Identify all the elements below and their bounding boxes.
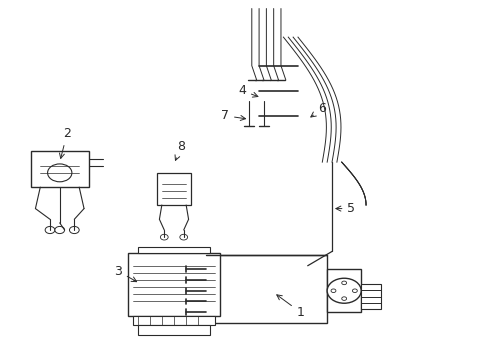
Bar: [205, 255, 326, 323]
Text: 8: 8: [175, 140, 185, 160]
Circle shape: [45, 226, 55, 234]
Bar: [326, 269, 361, 312]
Circle shape: [341, 281, 346, 285]
Circle shape: [330, 289, 335, 293]
Circle shape: [352, 289, 357, 293]
Text: 7: 7: [221, 109, 245, 122]
Text: 1: 1: [276, 295, 304, 319]
Circle shape: [69, 226, 79, 234]
Circle shape: [55, 226, 64, 234]
Text: 5: 5: [335, 202, 355, 215]
Bar: [137, 325, 210, 336]
Text: 3: 3: [114, 265, 136, 282]
Bar: [127, 253, 220, 316]
Text: 2: 2: [60, 127, 71, 158]
Text: 6: 6: [310, 102, 325, 117]
Bar: [137, 247, 210, 253]
Circle shape: [180, 234, 187, 240]
Text: 4: 4: [238, 84, 257, 97]
Circle shape: [341, 297, 346, 300]
Bar: [157, 173, 191, 205]
Circle shape: [160, 234, 168, 240]
Bar: [361, 284, 380, 309]
Circle shape: [47, 164, 72, 182]
Circle shape: [326, 278, 361, 303]
Bar: [30, 152, 89, 187]
Bar: [132, 316, 215, 325]
